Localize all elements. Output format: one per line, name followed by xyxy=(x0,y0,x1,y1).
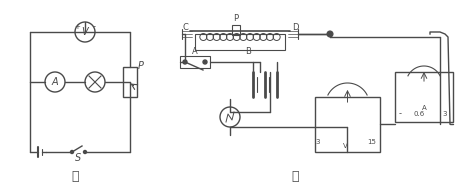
Circle shape xyxy=(71,151,73,153)
Text: +: + xyxy=(74,24,80,30)
Circle shape xyxy=(182,60,187,64)
Text: P: P xyxy=(233,14,238,23)
Text: B: B xyxy=(244,47,250,56)
Text: A: A xyxy=(421,105,425,111)
Text: S: S xyxy=(75,153,81,163)
Text: V: V xyxy=(342,143,347,149)
Text: D: D xyxy=(291,23,298,32)
Circle shape xyxy=(326,31,332,37)
Text: 乙: 乙 xyxy=(291,170,298,184)
Text: 15: 15 xyxy=(367,139,376,145)
Text: P: P xyxy=(138,61,144,71)
Bar xyxy=(123,67,136,97)
Text: 0.6: 0.6 xyxy=(413,111,424,117)
Bar xyxy=(232,25,239,35)
Text: 3: 3 xyxy=(442,111,446,117)
Text: 3: 3 xyxy=(315,139,319,145)
Circle shape xyxy=(202,60,207,64)
Bar xyxy=(180,56,210,68)
Text: -: - xyxy=(92,22,95,31)
Bar xyxy=(394,72,452,122)
Bar xyxy=(195,34,284,50)
Text: -: - xyxy=(398,109,400,118)
Text: C: C xyxy=(182,23,187,32)
Text: A: A xyxy=(192,47,197,56)
Text: 甲: 甲 xyxy=(71,170,79,184)
Text: A: A xyxy=(51,77,58,87)
Text: V: V xyxy=(81,27,88,37)
Bar xyxy=(314,97,379,152)
Circle shape xyxy=(83,151,86,153)
